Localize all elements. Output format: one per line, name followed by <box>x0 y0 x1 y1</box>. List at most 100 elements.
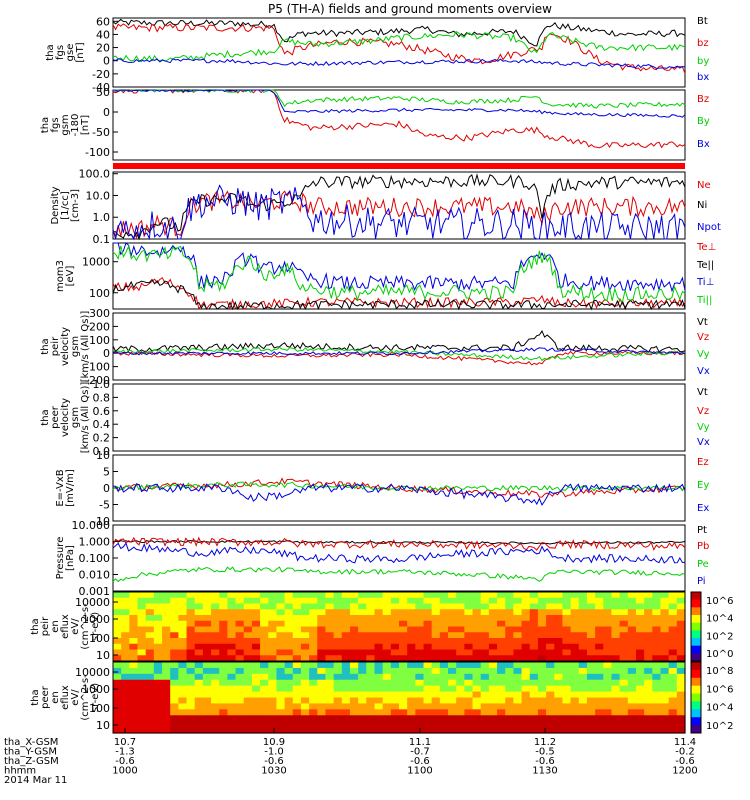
spectrogram-cell <box>276 679 286 687</box>
spectrogram-cell <box>619 703 629 710</box>
spectrogram-cell <box>341 709 351 716</box>
spectrogram-cell <box>358 643 367 651</box>
spectrogram-cell <box>537 632 547 639</box>
spectrogram-cell <box>333 626 343 633</box>
spectrogram-cell <box>529 632 539 639</box>
spectrogram-cell <box>162 667 171 675</box>
spectrogram-cell <box>399 685 408 693</box>
spectrogram-cell <box>676 703 686 710</box>
spectrogram-cell <box>129 597 139 605</box>
spectrogram-cell <box>317 632 327 639</box>
spectrogram-cell <box>676 655 686 662</box>
spectrogram-cell <box>595 655 604 662</box>
spectrogram-cell <box>480 727 490 734</box>
spectrogram-cell <box>562 709 572 716</box>
spectrogram-cell <box>317 673 327 681</box>
spectrogram-cell <box>284 649 294 656</box>
spectrogram-cell <box>595 709 604 716</box>
spectrogram-cell <box>268 603 278 610</box>
spectrogram-cell <box>194 597 204 605</box>
spectrogram-cell <box>513 679 523 687</box>
legend-Ne: Ne <box>697 180 711 191</box>
spectrogram-cell <box>513 667 523 675</box>
spectrogram-cell <box>529 643 539 651</box>
spectrogram-cell <box>521 685 531 693</box>
spectrogram-cell <box>595 662 604 669</box>
spectrogram-cell <box>121 727 130 734</box>
spectrogram-cell <box>505 632 514 639</box>
spectrogram-cell <box>635 697 645 705</box>
spectrogram-cell <box>537 626 547 633</box>
spectrogram-cell <box>423 709 433 716</box>
spectrogram-cell <box>178 667 188 675</box>
spectrogram-cell <box>456 727 465 734</box>
spectrogram-cell <box>644 643 653 651</box>
spectrogram-cell <box>497 638 506 645</box>
spectrogram-cell <box>578 597 588 605</box>
spectrogram-cell <box>390 673 400 681</box>
x-axis-value: 1000 <box>112 766 137 777</box>
spectrogram-cell <box>260 709 269 716</box>
spectrogram-cell <box>211 715 220 722</box>
spectrogram-cell <box>162 655 171 662</box>
spectrogram-cell <box>399 649 408 656</box>
spectrogram-cell <box>178 697 188 705</box>
y-tick-label: 40 <box>96 28 110 41</box>
spectrogram-cell <box>243 626 253 633</box>
y-axis-label: [1/cc] <box>60 191 71 220</box>
spectrogram-cell <box>505 703 514 710</box>
spectrogram-cell <box>284 703 294 710</box>
spectrogram-cell <box>546 703 555 710</box>
spectrogram-cell <box>358 667 367 675</box>
spectrogram-cell <box>497 603 506 610</box>
spectrogram-cell <box>480 638 490 645</box>
spectrogram-cell <box>366 609 376 616</box>
y-axis-label: gsm <box>60 114 71 135</box>
spectrogram-cell <box>390 679 400 687</box>
spectrogram-cell <box>578 643 588 651</box>
panel-pressure: Pressure [nPa]10.0001.0000.1000.0100.001P… <box>55 519 709 598</box>
spectrogram-cell <box>546 615 555 622</box>
spectrogram-cell <box>227 615 237 622</box>
spectrogram-cell <box>635 662 645 669</box>
y-tick-label: 60 <box>96 15 110 28</box>
series-line-Vx <box>112 347 686 356</box>
spectrogram-cell <box>137 673 147 681</box>
spectrogram-cell <box>219 649 228 656</box>
spectrogram-cell <box>644 691 653 699</box>
spectrogram-cell <box>546 609 555 616</box>
x-axis-value: -0.7 <box>410 747 430 758</box>
spectrogram-cell <box>578 609 588 616</box>
spectrogram-cell <box>619 727 629 734</box>
spectrogram-cell <box>366 673 376 681</box>
spectrogram-cell <box>170 703 179 710</box>
y-tick-label: -20 <box>92 68 110 81</box>
spectrogram-cell <box>578 620 588 628</box>
spectrogram-cell <box>480 685 490 693</box>
spectrogram-cell <box>627 703 637 710</box>
spectrogram-cell <box>260 615 269 622</box>
spectrogram-cell <box>415 615 425 622</box>
spectrogram-cell <box>456 603 465 610</box>
spectrogram-cell <box>668 638 678 645</box>
spectrogram-cell <box>562 691 572 699</box>
spectrogram-cell <box>276 597 286 605</box>
y-tick-label: 100 <box>89 632 110 645</box>
spectrogram-cell <box>358 609 367 616</box>
spectrogram-cell <box>644 685 653 693</box>
spectrogram-cell <box>202 643 212 651</box>
spectrogram-cell <box>660 662 670 669</box>
spectrogram-cell <box>472 721 482 728</box>
spectrogram-cell <box>537 691 547 699</box>
spectrogram-cell <box>448 685 457 693</box>
legend-Vy: Vy <box>697 422 710 433</box>
spectrogram-cell <box>358 691 367 699</box>
spectrogram-cell <box>603 721 613 728</box>
spectrogram-cell <box>415 715 425 722</box>
spectrogram-cell <box>325 697 335 705</box>
legend-Vz: Vz <box>697 332 709 343</box>
spectrogram-cell <box>513 649 523 656</box>
spectrogram-cell <box>676 597 686 605</box>
spectrogram-cell <box>276 697 286 705</box>
y-axis-label: fgs <box>50 117 61 132</box>
